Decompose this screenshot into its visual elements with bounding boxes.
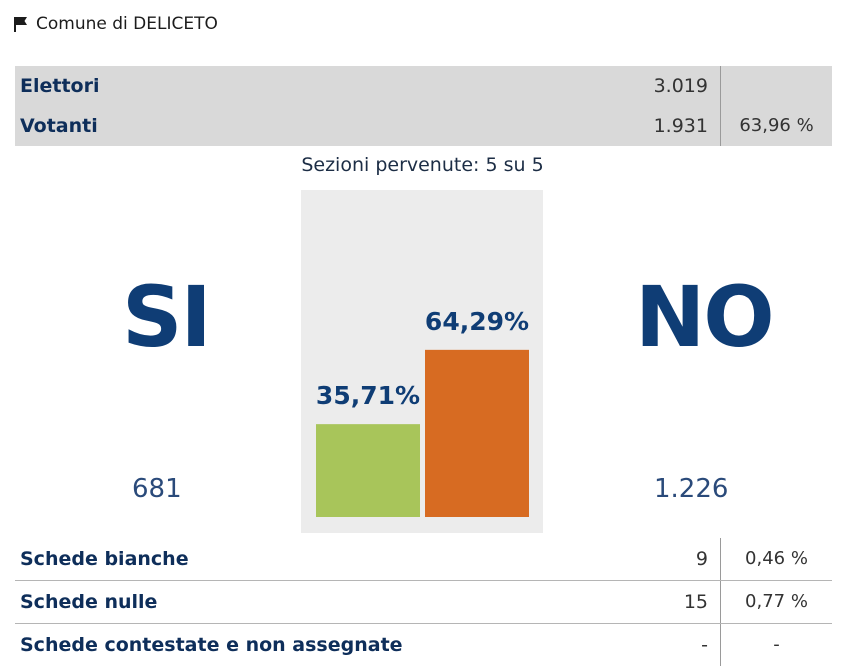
value-elettori: 3.019 bbox=[653, 75, 708, 97]
pct-schede-nulle: 0,77 % bbox=[720, 581, 832, 623]
sections-received: Sezioni pervenute: 5 su 5 bbox=[301, 154, 544, 176]
si-count: 681 bbox=[132, 474, 182, 504]
value-schede-bianche: 9 bbox=[695, 548, 708, 570]
pct-schede-contestate: - bbox=[720, 624, 832, 666]
row-schede-nulle: Schede nulle 15 0,77 % bbox=[15, 581, 832, 624]
row-schede-contestate: Schede contestate e non assegnate - - bbox=[15, 624, 832, 666]
value-schede-contestate: - bbox=[701, 634, 708, 656]
voters-table: Elettori 3.019 Votanti 1.931 63,96 % bbox=[15, 66, 832, 146]
label-elettori: Elettori bbox=[20, 75, 100, 97]
pct-elettori bbox=[720, 66, 832, 106]
results-chart-svg: 35,71% 64,29% bbox=[316, 307, 529, 517]
pct-schede-bianche: 0,46 % bbox=[720, 538, 832, 580]
label-schede-nulle: Schede nulle bbox=[20, 591, 158, 613]
pct-votanti: 63,96 % bbox=[720, 106, 832, 146]
flag-icon bbox=[12, 15, 30, 33]
ballots-table: Schede bianche 9 0,46 % Schede nulle 15 … bbox=[15, 538, 832, 666]
bar-no bbox=[425, 349, 529, 517]
label-schede-contestate: Schede contestate e non assegnate bbox=[20, 634, 403, 656]
row-schede-bianche: Schede bianche 9 0,46 % bbox=[15, 538, 832, 581]
bar-si bbox=[316, 424, 420, 517]
bar-label-no: 64,29% bbox=[425, 307, 529, 336]
row-elettori: Elettori 3.019 bbox=[15, 66, 832, 106]
no-count: 1.226 bbox=[654, 474, 729, 504]
value-votanti: 1.931 bbox=[653, 115, 708, 137]
value-schede-nulle: 15 bbox=[683, 591, 708, 613]
bar-label-si: 35,71% bbox=[316, 381, 420, 410]
no-label: NO bbox=[635, 268, 775, 366]
label-votanti: Votanti bbox=[20, 115, 98, 137]
municipality-header: Comune di DELICETO bbox=[12, 14, 218, 34]
label-schede-bianche: Schede bianche bbox=[20, 548, 189, 570]
row-votanti: Votanti 1.931 63,96 % bbox=[15, 106, 832, 146]
si-label: SI bbox=[122, 268, 212, 366]
municipality-title: Comune di DELICETO bbox=[36, 14, 218, 34]
results-chart: 35,71% 64,29% bbox=[301, 190, 543, 533]
